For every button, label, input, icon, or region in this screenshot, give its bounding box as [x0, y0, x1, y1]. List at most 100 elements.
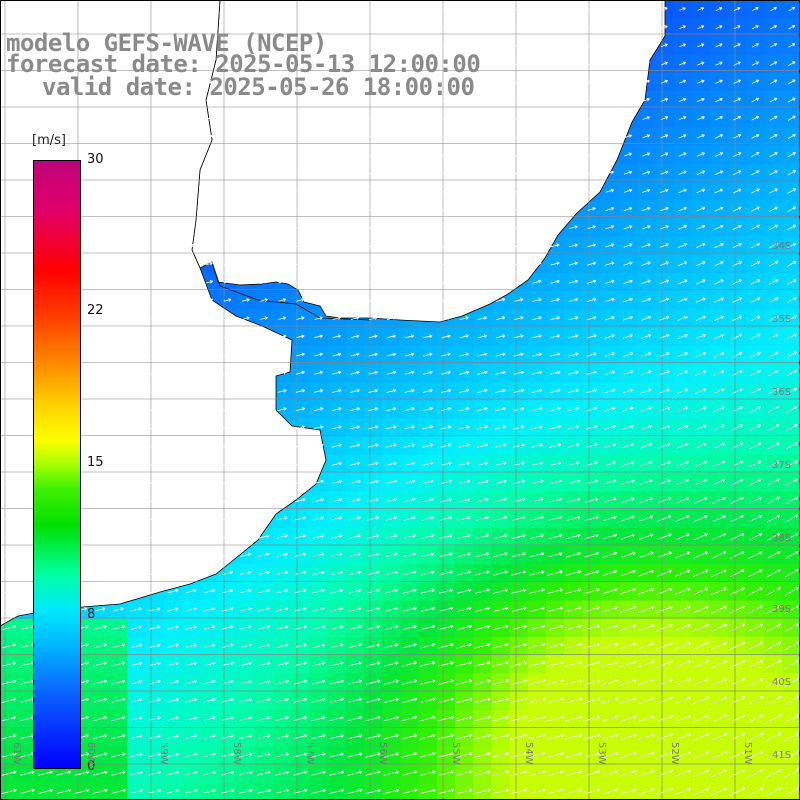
lon-label-61w: 61W	[11, 742, 22, 765]
colorbar-tick-8: 8	[87, 607, 95, 622]
title-valid-date: valid date: 2025-05-26 18:00:00	[42, 75, 474, 99]
wind-cell	[746, 382, 765, 401]
lon-label-57w: 57W	[304, 742, 315, 765]
wind-cell	[746, 601, 765, 620]
lat-label-41s: 41S	[772, 750, 791, 761]
wind-cell	[728, 710, 747, 729]
wind-cell	[746, 692, 765, 711]
wind-cell	[746, 764, 765, 783]
wind-cell	[746, 109, 765, 128]
wind-cell	[746, 364, 765, 383]
wind-cell	[764, 273, 783, 292]
lon-label-55w: 55W	[450, 742, 461, 765]
lat-label-36s: 36S	[772, 387, 791, 398]
wind-cell	[746, 218, 765, 237]
lon-label-56w: 56W	[377, 742, 388, 765]
wind-cell	[764, 146, 783, 165]
wind-cell	[728, 73, 747, 92]
wind-cell	[746, 546, 765, 565]
wind-cell	[728, 437, 747, 456]
wind-cell	[764, 36, 783, 55]
wind-cell	[746, 673, 765, 692]
lat-label-40s: 40S	[772, 677, 791, 688]
wind-cell	[764, 182, 783, 201]
wind-cell	[746, 400, 765, 419]
wind-cell	[746, 146, 765, 165]
colorbar	[33, 160, 81, 769]
wind-cell	[746, 328, 765, 347]
wind-cell	[746, 528, 765, 547]
wind-cell	[764, 218, 783, 237]
wind-cell	[764, 546, 783, 565]
colorbar-tick-15: 15	[87, 455, 104, 470]
wind-cell	[728, 546, 747, 565]
wind-cell	[728, 146, 747, 165]
wind-cell	[783, 783, 800, 800]
lon-label-58w: 58W	[231, 742, 242, 765]
lon-label-52w: 52W	[669, 742, 680, 765]
wind-cell	[746, 637, 765, 656]
wind-cell	[764, 419, 783, 438]
wind-cell	[764, 328, 783, 347]
wind-cell	[764, 473, 783, 492]
wind-cell	[728, 582, 747, 601]
wind-cell	[764, 346, 783, 365]
wind-cell	[728, 109, 747, 128]
wind-cell	[728, 309, 747, 328]
wind-cell	[746, 73, 765, 92]
wind-cell	[746, 455, 765, 474]
wind-cell	[746, 237, 765, 256]
wind-cell	[746, 273, 765, 292]
wind-cell	[764, 510, 783, 529]
wind-cell	[746, 36, 765, 55]
wind-cell	[728, 273, 747, 292]
lat-label-39s: 39S	[772, 604, 791, 615]
lat-label-38s: 38S	[772, 533, 791, 544]
wind-cell	[764, 291, 783, 310]
lat-label-35s: 35S	[772, 314, 791, 325]
wind-cell	[746, 619, 765, 638]
colorbar-tick-30: 30	[87, 152, 104, 167]
wind-cell	[746, 510, 765, 529]
wind-cell	[728, 673, 747, 692]
wind-cell	[764, 109, 783, 128]
wind-cell	[746, 582, 765, 601]
lon-label-54w: 54W	[523, 742, 534, 765]
wind-cell	[728, 364, 747, 383]
wind-cell	[746, 291, 765, 310]
wind-cell	[728, 619, 747, 638]
wind-cell	[728, 419, 747, 438]
wind-cell	[746, 309, 765, 328]
wind-cell	[764, 764, 783, 783]
wind-cell	[764, 364, 783, 383]
wind-cell	[728, 564, 747, 583]
colorbar-unit: [m/s]	[32, 133, 66, 148]
lon-label-51w: 51W	[742, 742, 753, 765]
wind-cell	[728, 692, 747, 711]
wind-cell	[746, 437, 765, 456]
wind-cell	[746, 346, 765, 365]
lon-label-60w: 60W	[85, 742, 96, 765]
wind-cell	[764, 437, 783, 456]
wind-cell	[764, 400, 783, 419]
wind-cell	[746, 255, 765, 274]
wind-cell	[746, 655, 765, 674]
wind-cell	[728, 764, 747, 783]
wind-cell	[746, 0, 765, 19]
wind-cell	[728, 400, 747, 419]
lon-label-53w: 53W	[596, 742, 607, 765]
wind-cell	[746, 473, 765, 492]
wind-cell	[764, 728, 783, 747]
wind-cell	[764, 619, 783, 638]
wind-cell	[764, 655, 783, 674]
wind-cell	[728, 601, 747, 620]
lat-label-37s: 37S	[772, 460, 791, 471]
wind-cell	[764, 255, 783, 274]
lat-label-34s: 34S	[772, 241, 791, 252]
wind-cell	[746, 491, 765, 510]
wind-cell	[764, 564, 783, 583]
wind-cell	[728, 0, 747, 19]
wind-cell	[746, 564, 765, 583]
